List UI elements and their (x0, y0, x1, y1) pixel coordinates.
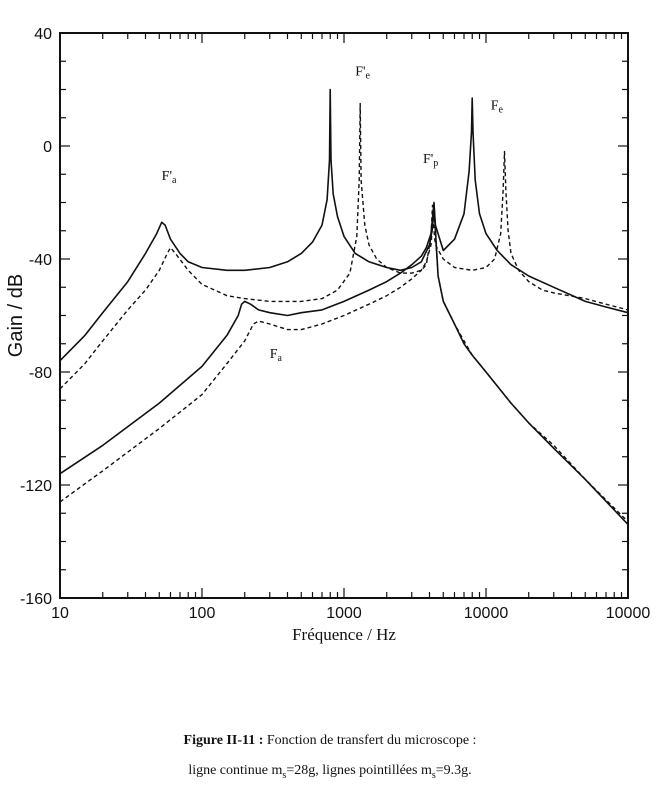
series-line-solid (59, 88, 629, 362)
peak-label: Fe (491, 98, 504, 115)
caption-text-3: =9.3g. (435, 763, 472, 778)
peak-label: F'e (355, 64, 370, 81)
y-tick-label: -160 (20, 591, 52, 608)
x-tick-label: 100 (189, 605, 216, 622)
gain-chart: 10 100 1000 10000 10000 40 0 -40 -80 -120 -160 F'a… (5, 26, 650, 644)
x-tick-label: 10 (51, 605, 69, 622)
y-axis-title: Gain / dB (5, 274, 27, 357)
x-tick-label: 10000 (464, 605, 509, 622)
figure-caption-line-2: ligne continue ms=28g, lignes pointillée… (0, 763, 660, 781)
series-line-dashed (59, 204, 629, 523)
y-tick-label: -120 (20, 478, 52, 495)
figure-label: Figure II-11 : (183, 733, 264, 748)
peak-annotations: F'a F'e F'p Fe Fa (162, 64, 504, 364)
y-tick-label: -40 (29, 252, 52, 269)
series-lines (59, 88, 629, 526)
series-line-solid (59, 201, 629, 526)
tick-labels: 10 100 1000 10000 10000 40 0 -40 -80 -120 -160 (20, 26, 650, 622)
y-tick-label: -80 (29, 365, 52, 382)
x-tick-label: 1000 (326, 605, 362, 622)
plot-frame (59, 32, 629, 599)
caption-sub-2: s (431, 769, 436, 781)
peak-label: F'p (423, 152, 438, 169)
figure-caption-line-1: Figure II-11 : Fonction de transfert du … (0, 733, 660, 749)
peak-label: Fa (270, 347, 283, 364)
caption-text-1: ligne continue m (188, 763, 283, 778)
y-tick-label: 40 (34, 26, 52, 43)
y-tick-label: 0 (43, 139, 52, 156)
series-line-dashed (59, 102, 629, 390)
caption-title: Fonction de transfert du microscope : (266, 733, 477, 748)
peak-label: F'a (162, 169, 177, 186)
caption-text-2: =28g, lignes pointillées m (286, 763, 432, 778)
caption-sub-1: s (282, 769, 287, 781)
x-tick-label: 10000 (606, 605, 651, 622)
x-axis-title: Fréquence / Hz (292, 625, 396, 644)
